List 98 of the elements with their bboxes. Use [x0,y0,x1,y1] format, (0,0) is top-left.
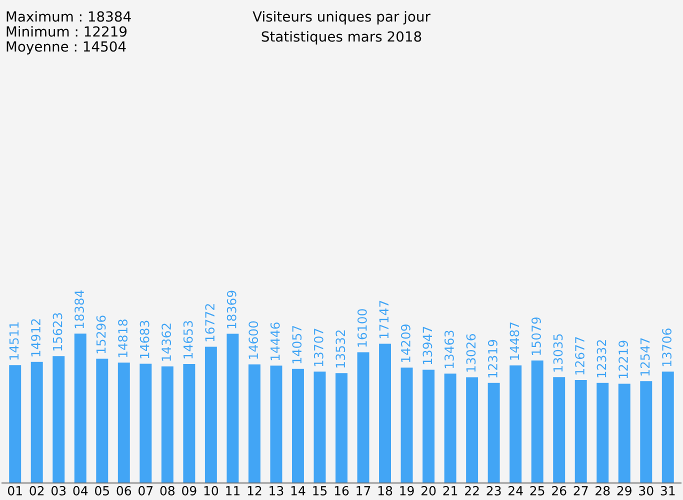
bar [618,384,630,483]
x-tick-label: 29 [617,486,632,496]
bar [444,374,456,483]
x-tick-label: 31 [660,486,675,496]
chart-subtitle: Statistiques mars 2018 [262,31,422,44]
x-tick-label: 12 [248,486,262,496]
x-tick-label: 30 [639,486,654,496]
data-label: 14487 [510,322,520,360]
bar [357,352,370,483]
data-label: 13035 [553,334,563,372]
data-label: 14362 [162,324,172,361]
bar [336,373,348,483]
x-tick-label: 10 [204,486,218,496]
bar [30,362,43,483]
x-tick-label: 06 [116,486,132,496]
bar [226,334,239,483]
data-label: 15296 [96,316,106,354]
data-label: 15079 [532,317,541,355]
x-tick-label: 23 [486,486,501,496]
bar [140,364,152,483]
data-label: 15623 [52,313,62,351]
x-tick-label: 01 [8,486,22,496]
x-tick-label: 08 [160,486,175,496]
bar [488,382,500,483]
data-label: 14600 [248,321,258,359]
data-label: 13026 [466,334,476,372]
bar [596,382,609,483]
bar [118,362,130,483]
data-label: 12319 [488,340,498,378]
bar [161,366,174,483]
bar [640,381,652,483]
data-label: 16100 [357,309,367,347]
x-tick-label: 14 [291,486,306,496]
data-label: 16772 [205,304,215,342]
x-tick-label: 15 [313,486,327,496]
bar [270,366,282,483]
data-label: 14511 [9,322,19,360]
bar [466,377,478,483]
data-label: 13532 [336,330,346,368]
text: Moyenne : 14504 [6,41,126,54]
data-label: 12332 [596,340,606,378]
data-label: 14683 [140,320,150,358]
bar [314,372,326,483]
data-label: 13463 [444,330,454,368]
x-tick-label: 09 [182,486,196,496]
bar [574,380,587,483]
bar [52,356,65,483]
data-label: 17147 [379,300,388,338]
data-label: 12547 [640,338,650,376]
bar [96,358,108,483]
bar [662,372,674,483]
bar [248,364,260,483]
text: Maximum : 18384 [6,11,131,22]
chart-title: Visiteurs uniques par jour [252,11,430,24]
x-tick-label: 18 [378,486,392,496]
bar [400,368,413,483]
bar [204,346,217,483]
x-tick-label: 28 [596,486,610,496]
data-label: 14446 [270,322,280,360]
data-label: 14057 [292,326,302,364]
data-label: 14209 [400,324,410,362]
bar [510,365,522,483]
text: Minimum : 12219 [6,26,127,37]
x-tick-label: 04 [73,486,88,496]
data-label: 18384 [74,290,84,328]
x-tick-label: 19 [400,486,414,496]
data-label: 13707 [314,328,324,366]
x-tick-label: 05 [95,486,110,496]
bar [183,364,196,483]
x-tick-label: 21 [443,486,458,496]
data-label: 14912 [31,319,40,356]
x-tick-label: 22 [465,486,479,496]
x-tick-label: 24 [508,486,523,496]
x-tick-label: 13 [270,486,284,496]
x-tick-label: 07 [138,486,153,496]
data-label: 12219 [618,340,628,378]
data-label: 13947 [422,326,432,364]
x-tick-label: 03 [51,486,66,496]
x-tick-label: 17 [356,486,370,496]
bar [553,377,566,483]
x-tick-label: 02 [30,486,44,496]
data-label: 13706 [662,328,672,366]
bar [379,344,392,483]
x-tick-label: 20 [422,486,436,496]
bar [531,360,544,483]
bar [292,368,304,483]
data-label: 14818 [118,320,128,358]
x-tick-label: 16 [334,486,349,496]
bar [74,334,86,483]
data-label: 12677 [575,337,584,374]
x-tick-label: 11 [226,486,240,496]
bar [9,365,22,483]
x-tick-label: 25 [530,486,544,496]
x-tick-label: 26 [552,486,566,496]
data-label: 14653 [183,321,193,358]
x-tick-label: 27 [574,486,588,496]
bar [422,370,435,483]
data-label: 18369 [226,290,236,328]
